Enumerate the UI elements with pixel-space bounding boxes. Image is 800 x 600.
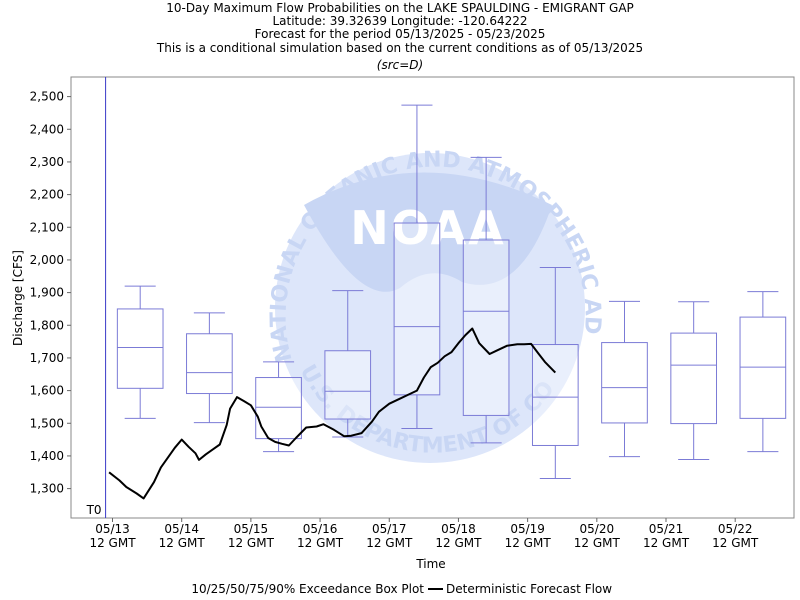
chart-location: Latitude: 39.32639 Longitude: -120.64222 — [272, 14, 527, 28]
x-tick-date-label: 05/15 — [234, 522, 269, 536]
watermark-logo-text: NOAA — [350, 201, 506, 255]
t0-label: T0 — [86, 503, 102, 517]
y-tick-label: 2,200 — [30, 188, 64, 202]
chart-condition-note: This is a conditional simulation based o… — [156, 41, 643, 55]
legend-line-label: Deterministic Forecast Flow — [446, 582, 612, 596]
y-axis-title: Discharge [CFS] — [11, 250, 25, 346]
y-axis: 1,300 1,400 1,500 1,600 1,700 1,800 1,900 2,000… — [30, 90, 71, 496]
box-iqr — [601, 342, 648, 424]
y-tick-label: 1,500 — [30, 416, 64, 430]
x-tick-time-label: 12 GMT — [228, 536, 275, 550]
t0-marker: T0 — [86, 77, 107, 518]
box-plot — [531, 266, 579, 479]
box-iqr — [393, 222, 441, 396]
box-plot — [255, 361, 302, 453]
y-tick-label: 1,300 — [30, 482, 64, 496]
box-iqr — [670, 332, 718, 425]
chart-source: (src=D) — [377, 58, 423, 72]
box-plot — [186, 312, 233, 424]
y-tick-label: 1,400 — [30, 449, 64, 463]
box-plot — [324, 290, 372, 438]
x-tick-date-label: 05/14 — [164, 522, 199, 536]
box-plot — [601, 300, 648, 458]
y-tick-label: 1,800 — [30, 318, 64, 332]
watermark-wave — [304, 172, 552, 292]
y-tick-label: 2,000 — [30, 253, 64, 267]
x-tick-time-label: 12 GMT — [297, 536, 344, 550]
x-tick-time-label: 12 GMT — [89, 536, 136, 550]
box-iqr — [324, 350, 372, 420]
chart-title-block: 10-Day Maximum Flow Probabilities on the… — [156, 1, 643, 72]
x-tick-date-label: 05/17 — [372, 522, 407, 536]
box-iqr — [531, 344, 579, 446]
y-tick-label: 2,500 — [30, 90, 64, 104]
box-plot — [670, 301, 718, 461]
box-plots — [116, 104, 787, 479]
y-tick-label: 1,600 — [30, 384, 64, 398]
x-tick-time-label: 12 GMT — [574, 536, 621, 550]
x-tick-date-label: 05/22 — [718, 522, 753, 536]
x-tick-date-label: 05/18 — [441, 522, 476, 536]
y-tick-label: 2,400 — [30, 122, 64, 136]
x-tick-time-label: 12 GMT — [366, 536, 413, 550]
x-tick-time-label: 12 GMT — [712, 536, 759, 550]
deterministic-series — [108, 327, 557, 500]
box-plot — [462, 156, 510, 444]
x-tick-date-label: 05/19 — [510, 522, 545, 536]
y-tick-label: 2,300 — [30, 155, 64, 169]
box-iqr — [186, 333, 233, 395]
y-tick-label: 2,100 — [30, 220, 64, 234]
y-tick-label: 1,700 — [30, 351, 64, 365]
chart-forecast-period: Forecast for the period 05/13/2025 - 05/… — [255, 27, 546, 41]
x-tick-time-label: 12 GMT — [643, 536, 690, 550]
box-plot — [739, 291, 787, 453]
chart-title: 10-Day Maximum Flow Probabilities on the… — [166, 1, 634, 15]
box-iqr — [116, 308, 164, 389]
deterministic-flow-line — [108, 327, 557, 500]
x-tick-date-label: 05/20 — [580, 522, 615, 536]
x-tick-date-label: 05/13 — [95, 522, 130, 536]
legend: 10/25/50/75/90% Exceedance Box Plot Dete… — [191, 582, 612, 596]
legend-box-label: 10/25/50/75/90% Exceedance Box Plot — [191, 582, 424, 596]
box-iqr — [462, 239, 510, 416]
x-tick-time-label: 12 GMT — [159, 536, 206, 550]
x-tick-time-label: 12 GMT — [435, 536, 482, 550]
x-tick-date-label: 05/21 — [649, 522, 684, 536]
x-tick-date-label: 05/16 — [303, 522, 338, 536]
y-tick-label: 1,900 — [30, 286, 64, 300]
box-plot — [116, 285, 164, 419]
x-tick-time-label: 12 GMT — [505, 536, 552, 550]
x-axis-title: Time — [415, 557, 445, 571]
box-iqr — [739, 316, 787, 419]
